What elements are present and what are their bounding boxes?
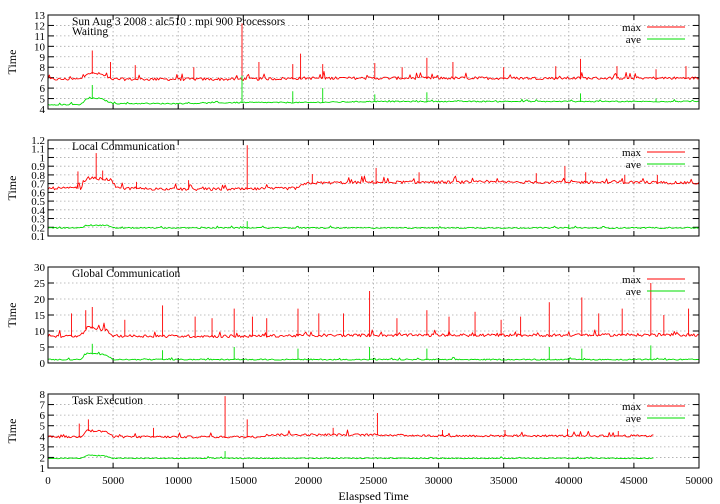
chart-title: Sun Aug 3 2008 : alc510 : mpi 900 Proces… [72,16,286,28]
plot-frame [47,393,700,469]
chart-panel-3: 0 5 10 15 20 25 30 Global Communication Time maxa… [5,262,700,370]
y-tick-label: 0.3 [31,214,45,226]
series-line-max [47,175,700,191]
y-tick-label: 4 [40,104,46,116]
x-tick-label: 30000 [425,475,453,487]
chart-title: Task Execution [72,395,143,407]
series-line-max [47,429,654,439]
x-tick-label: 45000 [620,475,648,487]
legend-label-ave: ave [626,286,641,298]
legend-label-max: max [622,22,641,34]
y-tick-label: 4 [40,431,46,443]
y-tick-label: 1.2 [31,135,45,147]
y-tick-label: 0.2 [31,222,45,234]
chart-panel-2: 0.10.20.30.40.50.60.70.80.911.11.2 Local … [5,135,700,243]
legend-label-max: max [622,147,641,159]
x-axis-label: Elaspsed Time [338,489,408,503]
x-tick-label: 0 [45,475,51,487]
y-tick-label: 10 [34,326,46,338]
x-tick-label: 10000 [164,475,192,487]
y-tick-label: 7 [40,400,46,412]
legend-label-ave: ave [626,413,641,425]
series-line-ave [47,351,700,361]
legend-label-max: max [622,274,641,286]
y-tick-label: 1.1 [31,144,45,156]
y-tick-label: 0.4 [31,205,45,217]
y-tick-label: 8 [40,389,46,401]
x-tick-label: 20000 [295,475,323,487]
y-tick-label: 1 [40,463,46,475]
y-tick-label: 20 [34,294,46,306]
chart-title: Local Communication [72,141,175,153]
chart-subtitle: Waiting [72,26,108,38]
y-tick-label: 0.5 [31,196,45,208]
y-tick-label: 10 [34,41,46,53]
y-tick-label: 3 [40,442,46,454]
series-line-max [47,71,700,82]
x-tick-label: 50000 [685,475,713,487]
y-tick-label: 13 [34,10,46,22]
y-tick-label: 9 [40,52,46,64]
x-tick-label: 15000 [230,475,258,487]
y-tick-label: 0.1 [31,231,45,243]
x-tick-label: 35000 [490,475,518,487]
plot-frame [47,14,700,110]
y-tick-label: 1 [40,152,46,164]
x-tick-label: 25000 [360,475,388,487]
y-tick-label: 0.7 [31,179,45,191]
y-tick-label: 6 [40,410,46,422]
y-axis-label: Time [5,176,19,201]
plot-frame [47,266,700,364]
plot-frame [47,139,700,237]
chart-title: Global Communication [72,268,181,280]
y-tick-label: 0.9 [31,161,45,173]
y-tick-label: 5 [40,421,46,433]
legend-label-max: max [622,401,641,413]
y-tick-label: 11 [34,31,45,43]
y-axis-label: Time [5,50,19,75]
y-tick-label: 15 [34,310,46,322]
y-tick-label: 25 [34,278,46,290]
y-axis-label: Time [5,303,19,328]
series-line-ave [48,454,654,460]
legend-label-ave: ave [626,34,641,46]
y-tick-label: 8 [40,62,46,74]
y-tick-label: 5 [40,342,46,354]
y-tick-label: 0.6 [31,187,45,199]
series-line-ave [47,96,700,106]
y-tick-label: 2 [40,452,46,464]
y-axis-label: Time [5,419,19,444]
series-line-ave [47,224,700,229]
series-line-max [47,322,700,339]
y-tick-label: 30 [34,262,46,274]
x-tick-label: 5000 [102,475,125,487]
y-tick-label: 7 [40,73,46,85]
x-tick-label: 40000 [555,475,583,487]
y-tick-label: 0 [40,358,46,370]
y-tick-label: 5 [40,94,46,106]
y-tick-label: 6 [40,83,46,95]
y-tick-label: 12 [34,20,45,32]
y-tick-label: 0.8 [31,170,45,182]
legend-label-ave: ave [626,159,641,171]
